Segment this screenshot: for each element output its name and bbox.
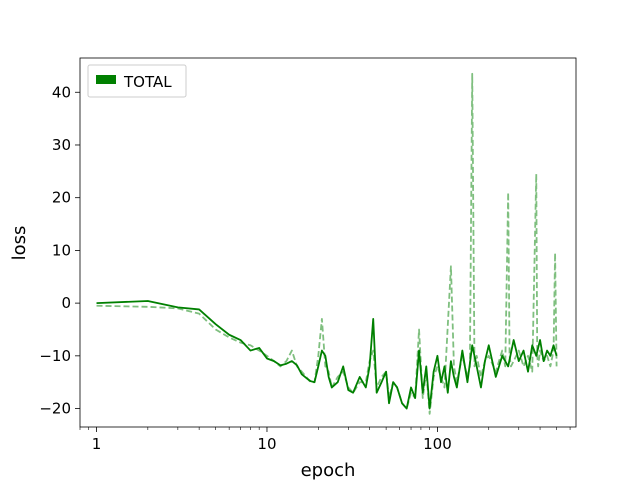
legend: TOTAL — [87, 64, 187, 98]
y-tick-label: −20 — [39, 400, 71, 418]
y-tick-label: 0 — [61, 294, 71, 312]
x-tick-label: 100 — [423, 435, 452, 453]
legend-swatch-total — [96, 75, 116, 84]
legend-box — [87, 64, 187, 98]
series-line-total — [96, 300, 558, 410]
x-tick-label: 10 — [257, 435, 276, 453]
x-axis-label: epoch — [301, 460, 356, 480]
series-line-total-dashed — [96, 72, 558, 415]
y-tick-label: 40 — [52, 83, 71, 101]
y-tick-label: 30 — [52, 136, 71, 154]
y-axis-label: loss — [9, 226, 30, 261]
y-tick-label: −10 — [39, 347, 71, 365]
plot-frame — [79, 57, 577, 428]
y-tick-label: 10 — [52, 241, 71, 259]
x-tick-label: 1 — [92, 435, 102, 453]
legend-label-total: TOTAL — [123, 73, 172, 91]
y-tick-label: 20 — [52, 189, 71, 207]
